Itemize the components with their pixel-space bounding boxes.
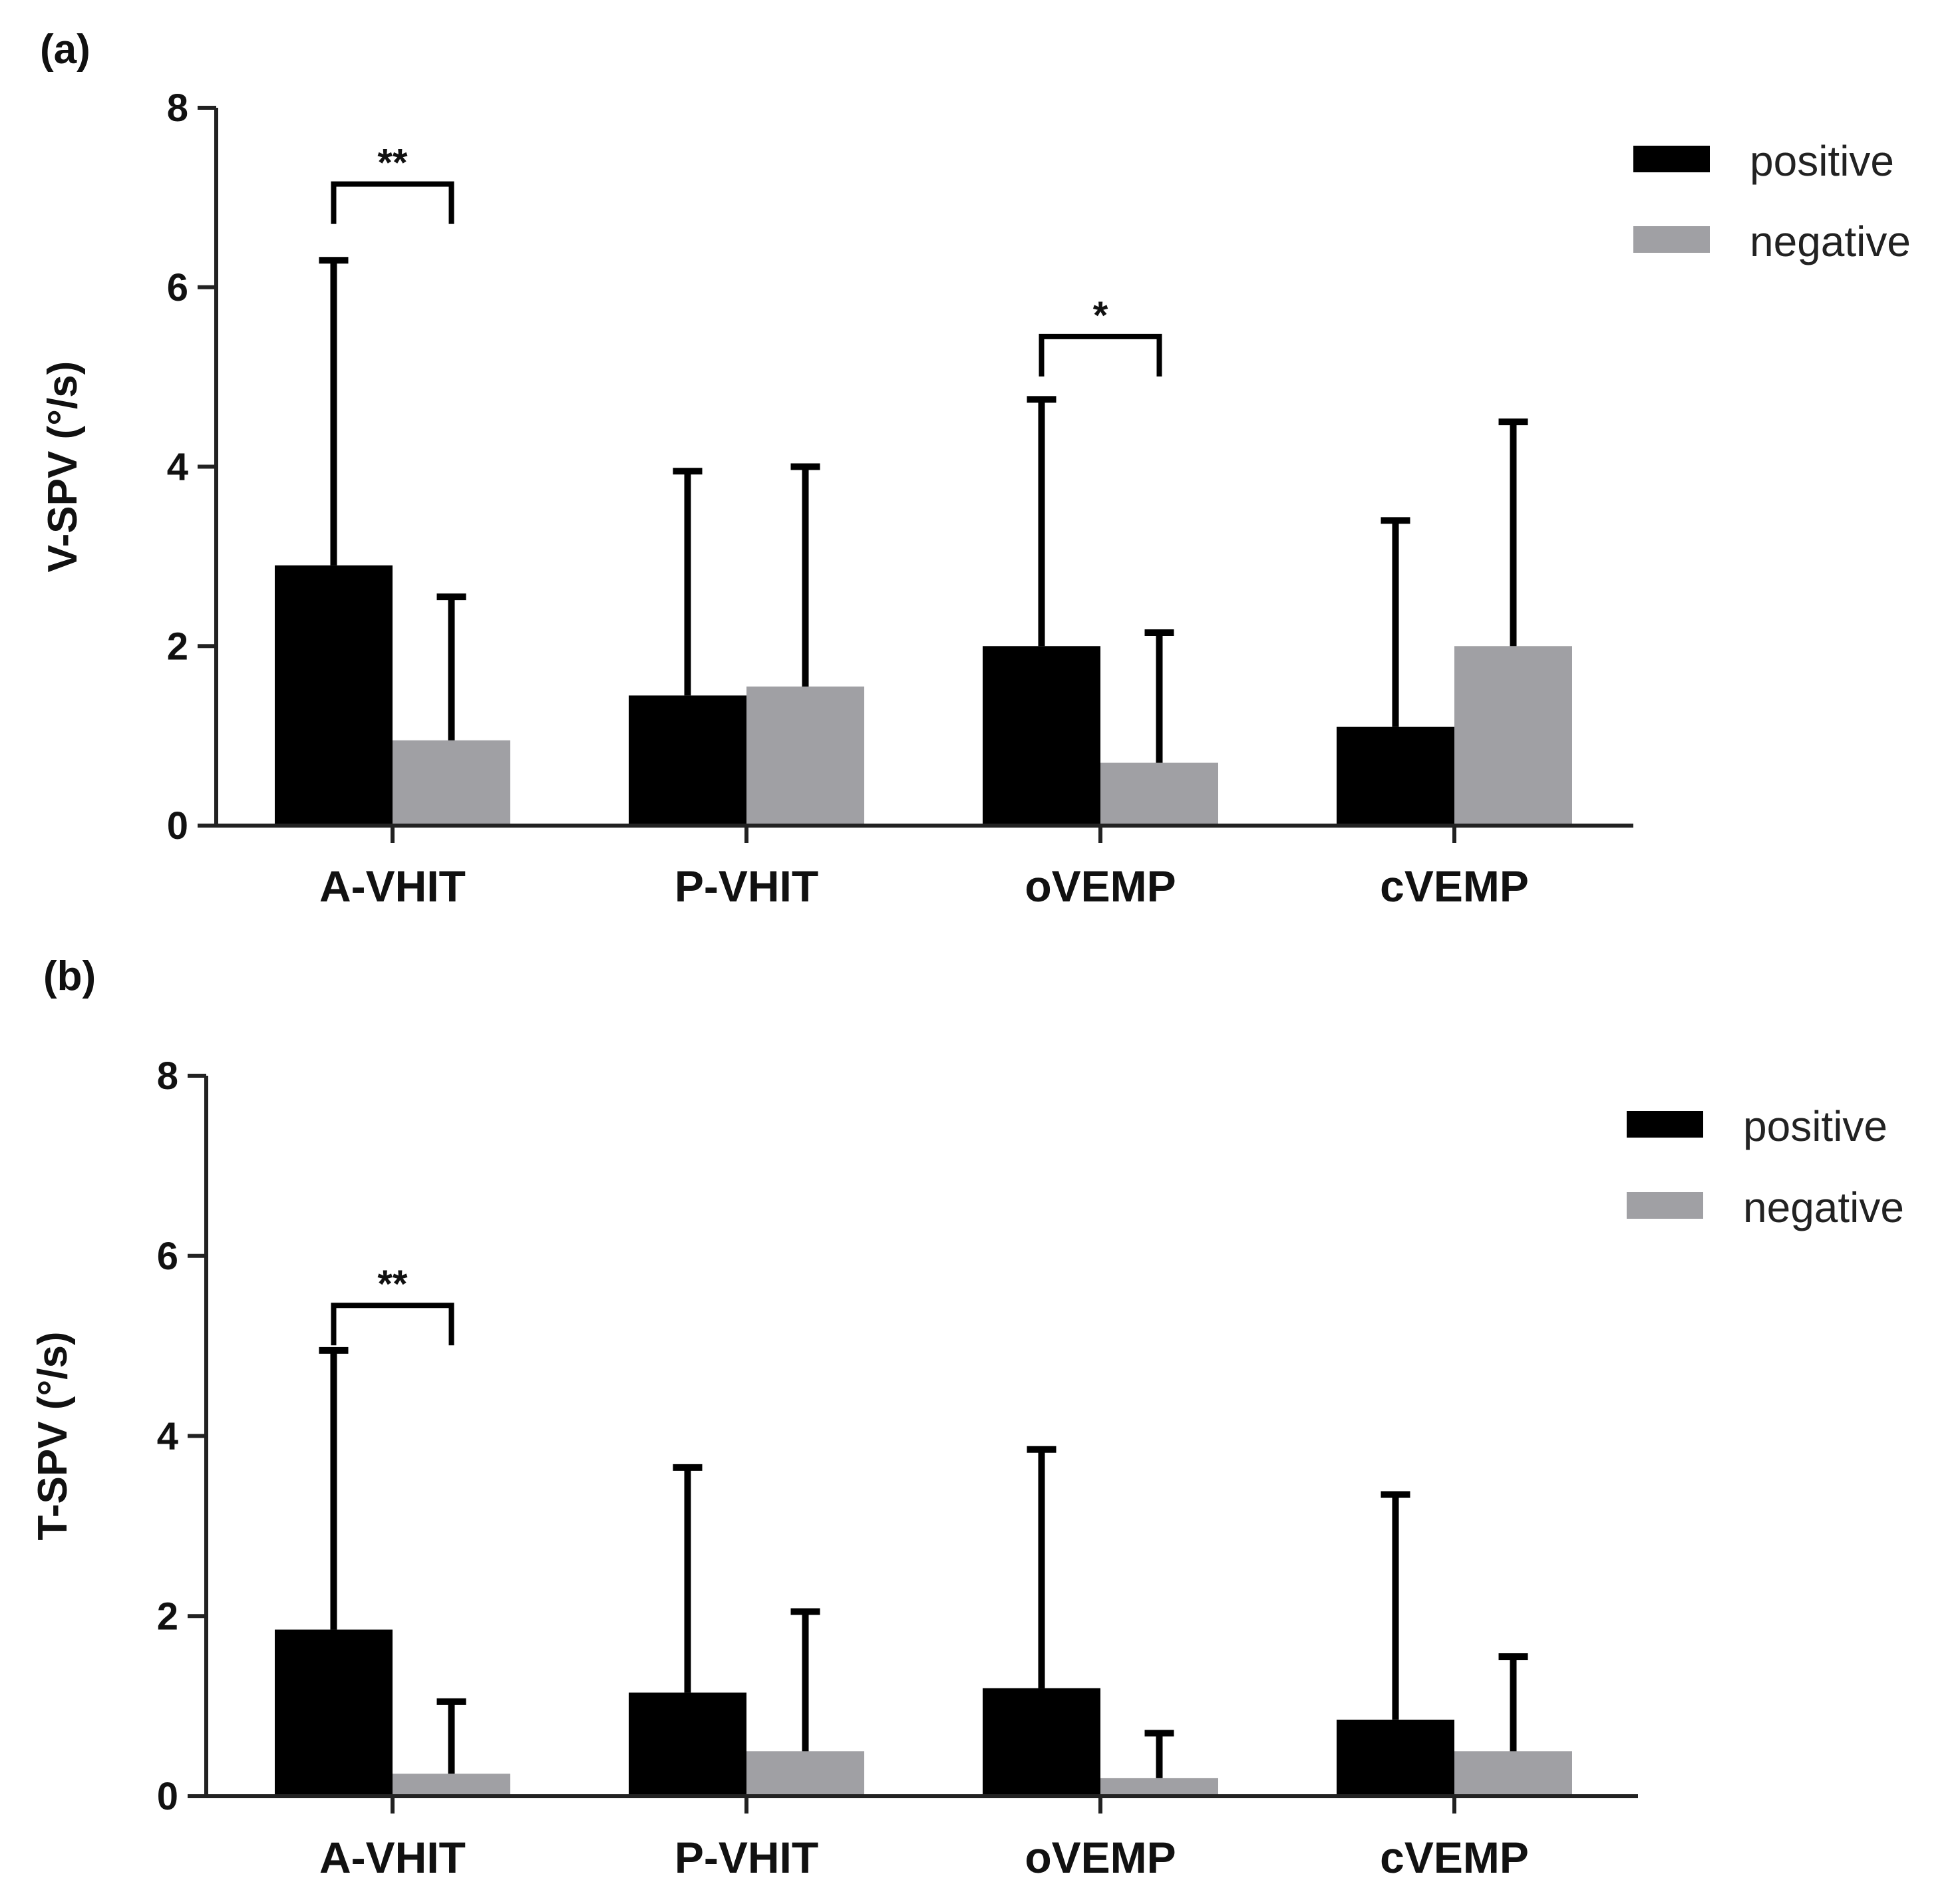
x-tick-label: A-VHIT	[319, 1833, 466, 1882]
x-tick-label: cVEMP	[1380, 862, 1529, 911]
y-tick-label: 4	[167, 446, 188, 489]
x-tick-label: oVEMP	[1025, 1833, 1176, 1882]
bar-positive-A-VHIT	[275, 1629, 393, 1796]
y-tick-label: 2	[157, 1595, 178, 1638]
y-tick-label: 4	[157, 1415, 178, 1458]
legend-swatch-negative	[1633, 226, 1710, 253]
x-tick-label: A-VHIT	[319, 862, 466, 911]
x-tick-label: P-VHIT	[675, 1833, 818, 1882]
y-axis-title: T-SPV (°/s)	[30, 1331, 76, 1540]
x-tick-label: oVEMP	[1025, 862, 1176, 911]
significance-bracket	[1039, 333, 1162, 377]
bar-negative-A-VHIT	[393, 740, 510, 826]
panel-label: (a)	[40, 27, 90, 73]
bar-negative-A-VHIT	[393, 1774, 510, 1796]
y-tick-label: 8	[167, 86, 188, 130]
y-tick-label: 0	[167, 804, 188, 848]
significance-label: *	[1093, 294, 1108, 337]
legend-swatch-positive	[1627, 1111, 1703, 1138]
bar-positive-cVEMP	[1337, 726, 1454, 826]
bar-positive-oVEMP	[983, 646, 1100, 826]
y-axis-title: V-SPV (°/s)	[40, 361, 86, 573]
bar-negative-cVEMP	[1454, 1751, 1572, 1796]
y-tick-label: 0	[157, 1775, 178, 1818]
significance-bracket	[331, 181, 454, 224]
bar-negative-oVEMP	[1100, 762, 1218, 826]
legend-swatch-positive	[1633, 146, 1710, 172]
bar-positive-A-VHIT	[275, 565, 393, 826]
y-tick-label: 2	[167, 625, 188, 668]
x-tick-label: P-VHIT	[675, 862, 818, 911]
significance-bracket	[331, 1303, 454, 1346]
panel-a: (a) V-SPV (°/s) 0 2 4 6 8 A-VHIT P-VHIT oVEMP cVEM…	[40, 27, 1911, 911]
bar-negative-P-VHIT	[746, 1751, 864, 1796]
x-tick-label: cVEMP	[1380, 1833, 1529, 1882]
panel-b: (b) T-SPV (°/s) 0 2 4 6 8 A-VHIT P-VHIT oVEMP cVEM…	[30, 953, 1904, 1882]
legend-swatch-negative	[1627, 1192, 1703, 1219]
bar-negative-P-VHIT	[746, 686, 864, 826]
significance-label: **	[377, 1263, 408, 1306]
legend-label-negative: negative	[1750, 218, 1911, 265]
bar-negative-oVEMP	[1100, 1778, 1218, 1796]
y-tick-label: 6	[167, 266, 188, 309]
bar-negative-cVEMP	[1454, 646, 1572, 826]
bar-positive-cVEMP	[1337, 1719, 1454, 1796]
significance-label: **	[377, 142, 408, 185]
bar-positive-oVEMP	[983, 1688, 1100, 1796]
bar-positive-P-VHIT	[629, 695, 746, 826]
legend-label-negative: negative	[1743, 1184, 1904, 1231]
y-tick-label: 6	[157, 1235, 178, 1278]
y-tick-label: 8	[157, 1054, 178, 1098]
panel-label: (b)	[43, 953, 96, 999]
bar-positive-P-VHIT	[629, 1692, 746, 1796]
legend-label-positive: positive	[1743, 1102, 1887, 1150]
legend-label-positive: positive	[1750, 137, 1894, 185]
